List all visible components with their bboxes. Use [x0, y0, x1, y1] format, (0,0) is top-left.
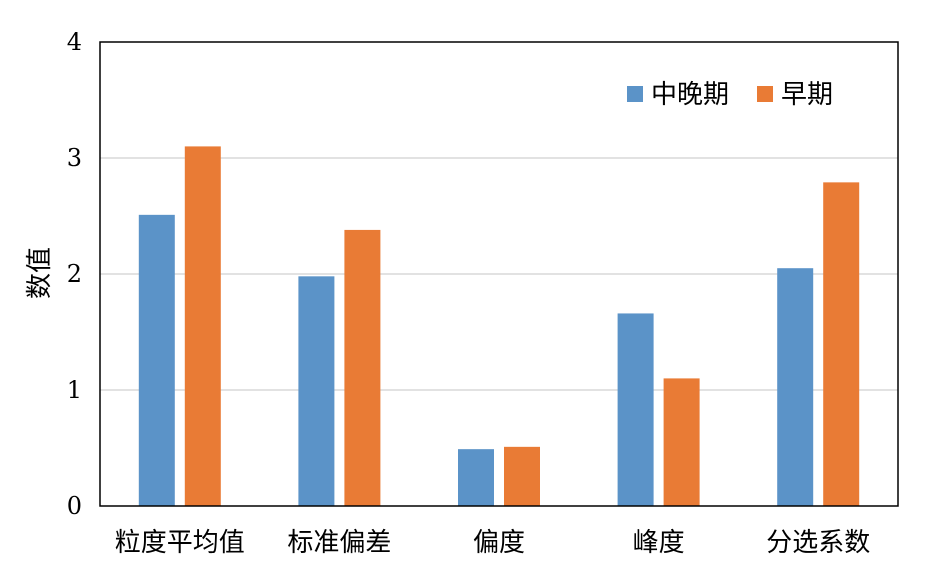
bar-早期-峰度 — [663, 378, 700, 506]
bars — [138, 146, 860, 507]
y-tick-label: 0 — [67, 492, 82, 520]
y-tick-labels: 0 1 2 3 4 — [67, 28, 82, 520]
y-tick-label: 2 — [67, 260, 82, 288]
plot-frame — [99, 41, 899, 507]
y-axis-label: 数值 — [25, 247, 55, 299]
bar-早期-标准偏差 — [344, 229, 381, 507]
legend-swatch — [627, 86, 643, 102]
bar-中晚期-峰度 — [617, 313, 654, 506]
y-tick-label: 3 — [67, 144, 82, 172]
bar-中晚期-粒度平均值 — [138, 214, 175, 506]
x-tick-label: 分选系数 — [766, 528, 870, 558]
legend: 中晚期 早期 — [627, 80, 833, 110]
x-tick-label: 偏度 — [473, 528, 525, 558]
bar-中晚期-偏度 — [458, 449, 494, 506]
legend-label: 中晚期 — [651, 80, 729, 110]
bar-早期-分选系数 — [823, 182, 860, 507]
bar-中晚期-标准偏差 — [298, 276, 335, 506]
bar-早期-粒度平均值 — [184, 146, 221, 506]
x-tick-labels: 粒度平均值 标准偏差 偏度 峰度 分选系数 — [115, 528, 870, 558]
x-tick-label: 粒度平均值 — [115, 528, 245, 558]
y-tick-label: 4 — [67, 28, 82, 56]
bar-中晚期-分选系数 — [777, 268, 814, 506]
legend-swatch — [757, 86, 773, 102]
y-tick-label: 1 — [67, 376, 82, 404]
x-tick-label: 峰度 — [633, 528, 685, 558]
gridlines — [100, 157, 898, 391]
x-tick-label: 标准偏差 — [287, 528, 391, 558]
legend-label: 早期 — [781, 80, 833, 110]
bar-早期-偏度 — [504, 446, 540, 506]
